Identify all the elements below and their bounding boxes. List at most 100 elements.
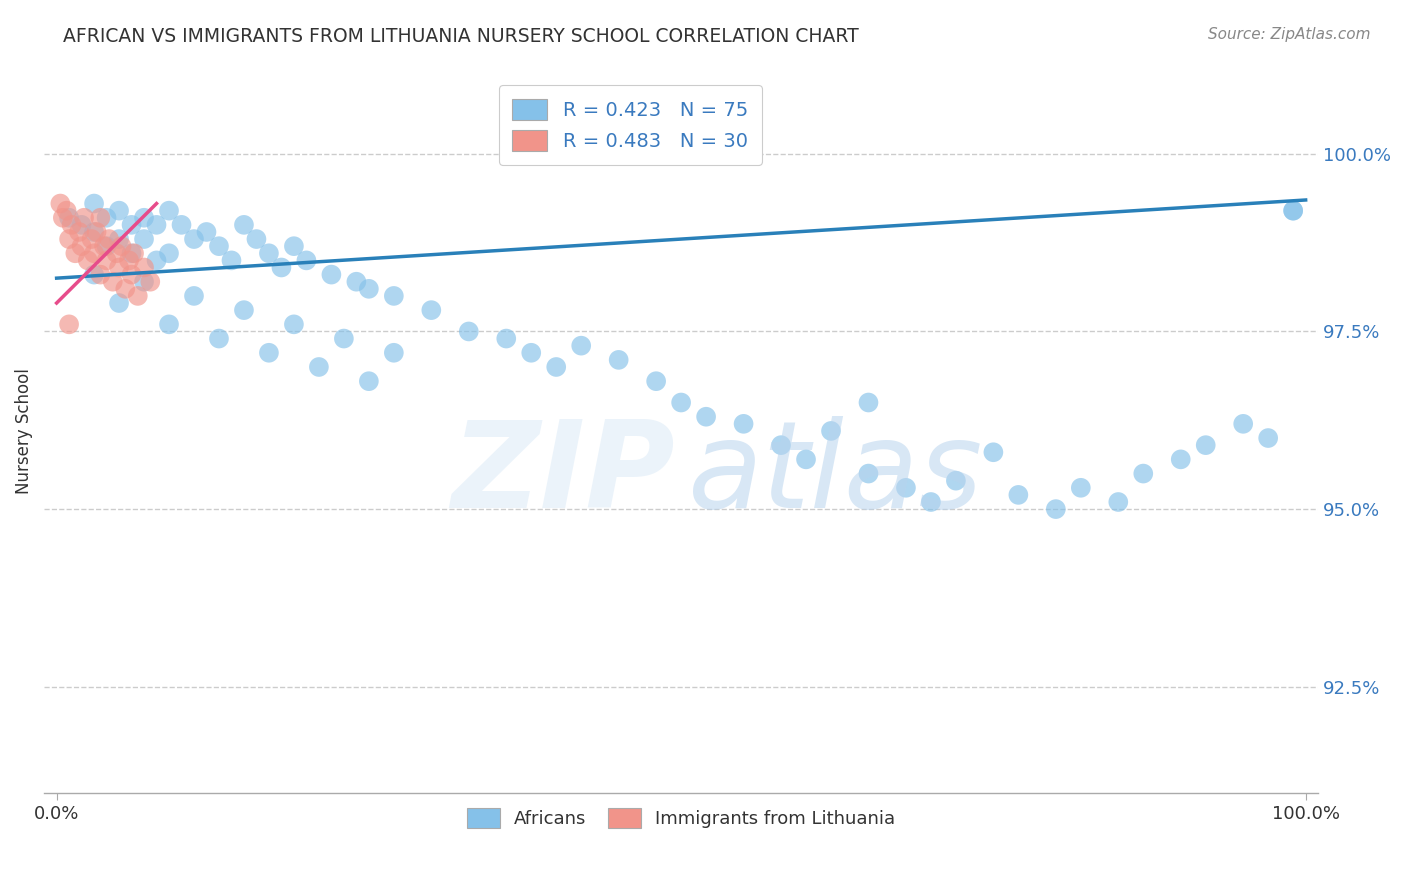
Point: [122, 246, 145, 260]
Point: [127, 289, 149, 303]
Point: [233, 303, 256, 318]
Point: [114, 282, 136, 296]
Point: [858, 467, 880, 481]
Point: [546, 359, 568, 374]
Point: [108, 232, 131, 246]
Point: [157, 246, 180, 260]
Point: [308, 359, 330, 374]
Point: [1045, 502, 1067, 516]
Point: [357, 374, 380, 388]
Point: [96, 253, 118, 268]
Point: [132, 275, 155, 289]
Point: [295, 253, 318, 268]
Point: [118, 253, 141, 268]
Point: [1070, 481, 1092, 495]
Point: [1282, 203, 1305, 218]
Point: [121, 218, 143, 232]
Point: [83, 246, 105, 260]
Point: [132, 232, 155, 246]
Point: [96, 211, 118, 225]
Point: [794, 452, 817, 467]
Point: [1007, 488, 1029, 502]
Point: [183, 289, 205, 303]
Point: [67, 225, 90, 239]
Point: [157, 203, 180, 218]
Point: [770, 438, 793, 452]
Text: AFRICAN VS IMMIGRANTS FROM LITHUANIA NURSERY SCHOOL CORRELATION CHART: AFRICAN VS IMMIGRANTS FROM LITHUANIA NUR…: [63, 27, 859, 45]
Point: [195, 225, 218, 239]
Point: [83, 225, 105, 239]
Point: [333, 332, 356, 346]
Point: [139, 275, 162, 289]
Point: [1107, 495, 1129, 509]
Point: [108, 203, 131, 218]
Point: [70, 239, 93, 253]
Point: [858, 395, 880, 409]
Point: [52, 211, 75, 225]
Y-axis label: Nursery School: Nursery School: [15, 368, 32, 494]
Point: [83, 196, 105, 211]
Point: [894, 481, 917, 495]
Point: [233, 218, 256, 232]
Point: [245, 232, 267, 246]
Point: [58, 211, 80, 225]
Point: [145, 218, 167, 232]
Point: [83, 268, 105, 282]
Legend: Africans, Immigrants from Lithuania: Africans, Immigrants from Lithuania: [460, 801, 903, 835]
Point: [105, 246, 128, 260]
Point: [695, 409, 717, 424]
Text: ZIP: ZIP: [451, 416, 675, 533]
Point: [257, 345, 280, 359]
Point: [420, 303, 443, 318]
Point: [89, 268, 111, 282]
Point: [183, 232, 205, 246]
Point: [58, 318, 80, 332]
Point: [1170, 452, 1192, 467]
Point: [457, 325, 479, 339]
Point: [121, 246, 143, 260]
Point: [382, 289, 405, 303]
Point: [1257, 431, 1279, 445]
Point: [1195, 438, 1218, 452]
Point: [108, 260, 131, 275]
Point: [121, 268, 143, 282]
Point: [520, 345, 543, 359]
Point: [145, 253, 167, 268]
Point: [569, 339, 592, 353]
Point: [208, 239, 231, 253]
Point: [920, 495, 942, 509]
Point: [108, 296, 131, 310]
Point: [607, 352, 630, 367]
Point: [96, 239, 118, 253]
Point: [110, 239, 132, 253]
Point: [170, 218, 193, 232]
Point: [221, 253, 243, 268]
Point: [157, 318, 180, 332]
Point: [49, 196, 72, 211]
Point: [55, 203, 77, 218]
Point: [733, 417, 755, 431]
Point: [76, 253, 98, 268]
Point: [1132, 467, 1154, 481]
Point: [283, 318, 305, 332]
Point: [983, 445, 1005, 459]
Text: Source: ZipAtlas.com: Source: ZipAtlas.com: [1208, 27, 1371, 42]
Point: [344, 275, 367, 289]
Point: [820, 424, 842, 438]
Point: [1232, 417, 1254, 431]
Point: [270, 260, 292, 275]
Point: [382, 345, 405, 359]
Point: [495, 332, 517, 346]
Point: [257, 246, 280, 260]
Point: [321, 268, 343, 282]
Point: [70, 218, 93, 232]
Point: [101, 275, 124, 289]
Point: [60, 218, 83, 232]
Point: [98, 232, 121, 246]
Point: [357, 282, 380, 296]
Point: [58, 232, 80, 246]
Point: [1282, 203, 1305, 218]
Point: [89, 211, 111, 225]
Point: [945, 474, 967, 488]
Point: [645, 374, 668, 388]
